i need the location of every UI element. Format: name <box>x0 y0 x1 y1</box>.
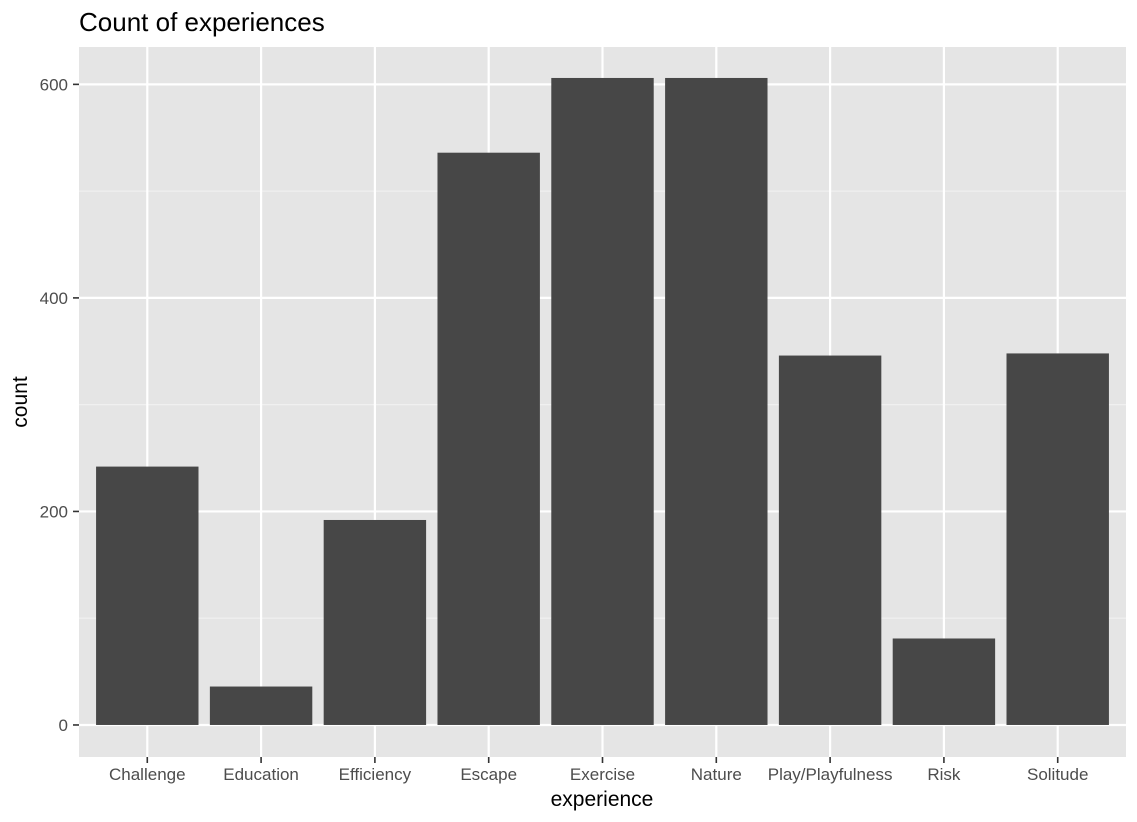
bar-exercise <box>551 78 653 725</box>
x-tick-label-1: Education <box>223 765 299 784</box>
x-tick-label-7: Risk <box>927 765 961 784</box>
bar-risk <box>893 638 995 724</box>
x-tick-label-4: Exercise <box>570 765 635 784</box>
x-tick-label-5: Nature <box>691 765 742 784</box>
chart-title: Count of experiences <box>79 7 325 37</box>
y-tick-label-2: 400 <box>40 289 68 308</box>
x-axis: Challenge Education Efficiency Escape Exerci… <box>109 757 1088 784</box>
bar-efficiency <box>324 520 426 725</box>
bar-challenge <box>96 467 198 725</box>
y-tick-label-3: 600 <box>40 75 68 94</box>
y-tick-label-0: 0 <box>59 716 68 735</box>
y-axis: 0 200 400 600 <box>40 75 79 735</box>
bar-education <box>210 687 312 725</box>
bar-nature <box>665 78 767 725</box>
bar-solitude <box>1007 353 1109 725</box>
y-axis-title: count <box>9 376 32 428</box>
x-tick-label-8: Solitude <box>1027 765 1088 784</box>
x-tick-label-3: Escape <box>460 765 517 784</box>
x-axis-title: experience <box>551 788 654 811</box>
bar-escape <box>437 153 539 725</box>
x-tick-label-0: Challenge <box>109 765 186 784</box>
bar-play-playfulness <box>779 356 881 725</box>
x-tick-label-2: Efficiency <box>339 765 412 784</box>
y-tick-label-1: 200 <box>40 502 68 521</box>
x-tick-label-6: Play/Playfulness <box>768 765 893 784</box>
